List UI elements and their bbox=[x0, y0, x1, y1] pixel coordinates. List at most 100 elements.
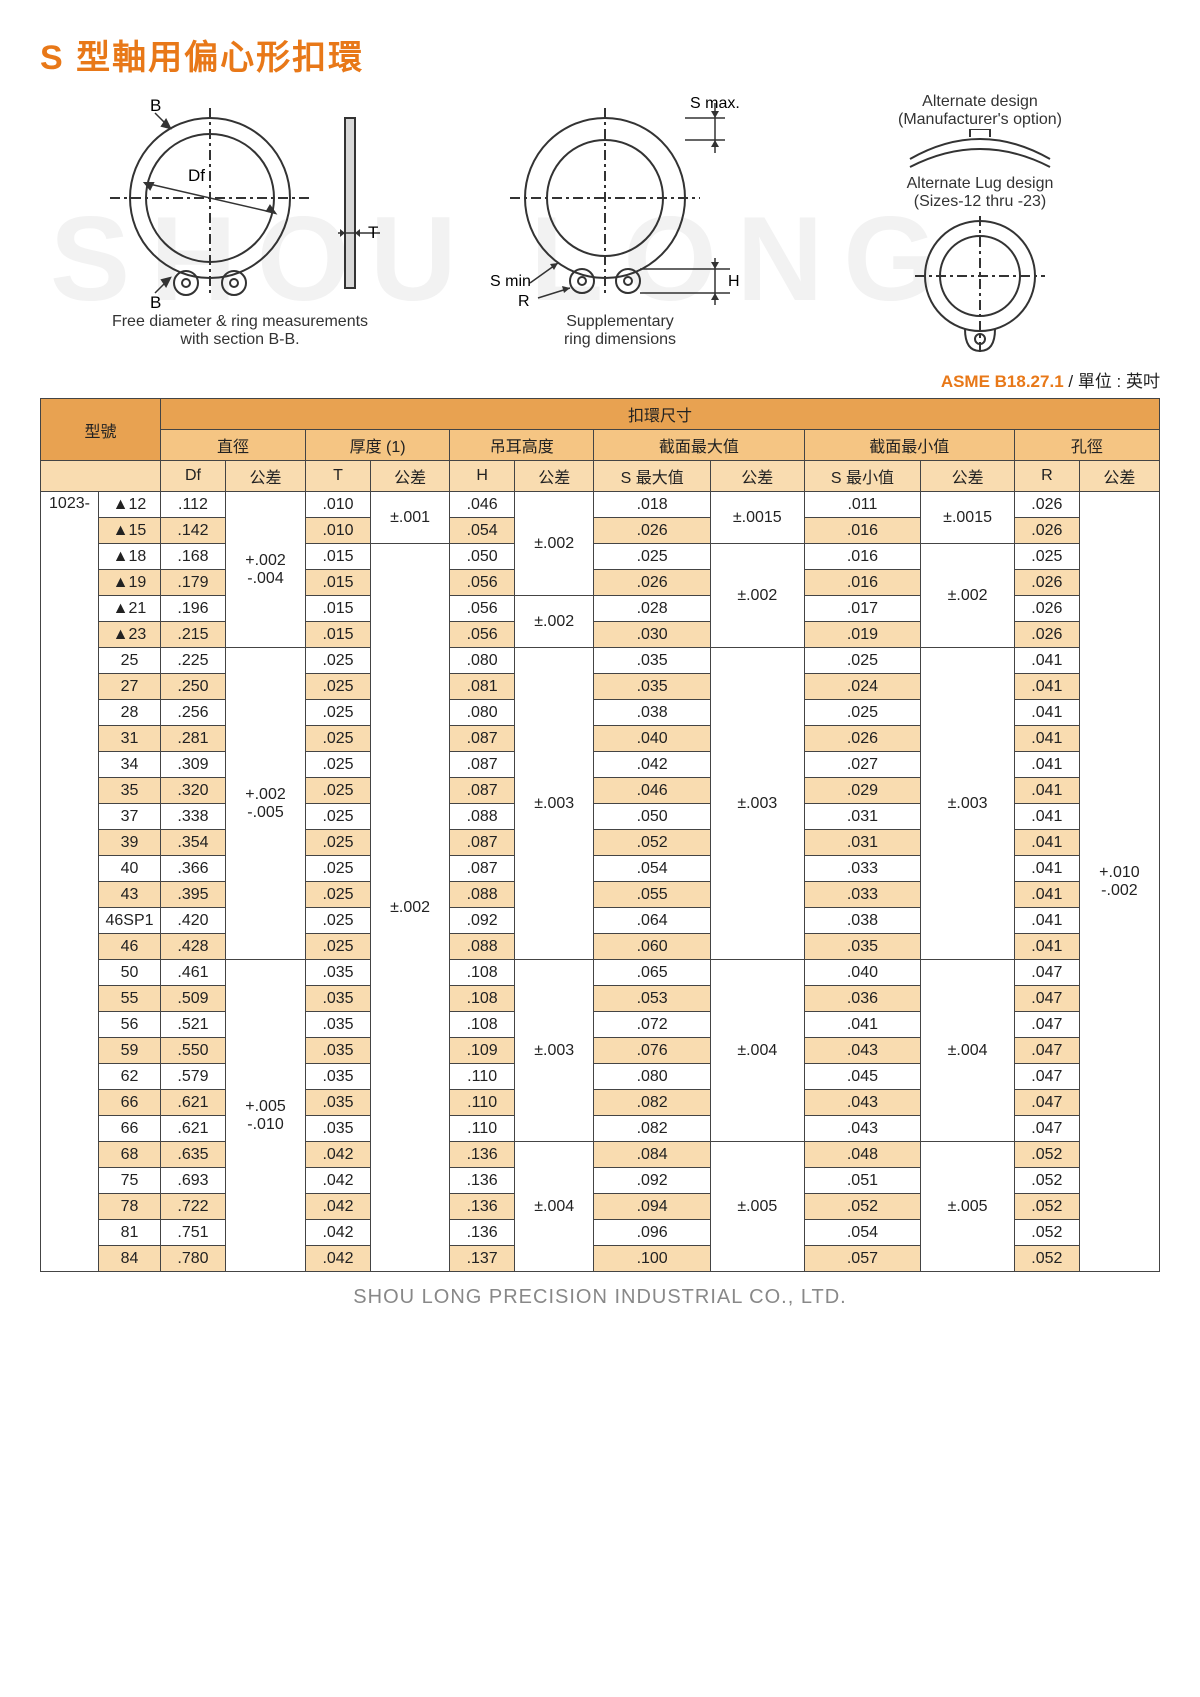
row-h: .136 bbox=[450, 1194, 515, 1220]
tol-cell: +.005 -.010 bbox=[225, 960, 305, 1272]
row-h: .136 bbox=[450, 1142, 515, 1168]
table-row: 1023-▲12.112+.002 -.004.010±.001.046±.00… bbox=[41, 492, 1160, 518]
row-smax: .053 bbox=[594, 986, 711, 1012]
row-r: .047 bbox=[1014, 1090, 1079, 1116]
row-id: 27 bbox=[99, 674, 161, 700]
row-t: .010 bbox=[306, 492, 371, 518]
row-r: .041 bbox=[1014, 908, 1079, 934]
row-id: 84 bbox=[99, 1246, 161, 1272]
row-t: .035 bbox=[306, 1012, 371, 1038]
row-r: .041 bbox=[1014, 674, 1079, 700]
row-df: .281 bbox=[161, 726, 226, 752]
tol-cell: ±.002 bbox=[921, 544, 1015, 648]
row-id: 34 bbox=[99, 752, 161, 778]
row-h: .110 bbox=[450, 1116, 515, 1142]
row-df: .693 bbox=[161, 1168, 226, 1194]
hdr-smax: S 最大值 bbox=[594, 461, 711, 492]
table-row: 50.461+.005 -.010.035.108±.003.065±.004.… bbox=[41, 960, 1160, 986]
row-df: .142 bbox=[161, 518, 226, 544]
row-t: .042 bbox=[306, 1220, 371, 1246]
row-smin: .017 bbox=[804, 596, 921, 622]
tol-cell: ±.0015 bbox=[921, 492, 1015, 544]
row-r: .052 bbox=[1014, 1194, 1079, 1220]
row-smax: .060 bbox=[594, 934, 711, 960]
row-r: .041 bbox=[1014, 726, 1079, 752]
row-r: .041 bbox=[1014, 882, 1079, 908]
row-h: .081 bbox=[450, 674, 515, 700]
tol-cell: ±.002 bbox=[711, 544, 805, 648]
row-r: .047 bbox=[1014, 1116, 1079, 1142]
table-body: 1023-▲12.112+.002 -.004.010±.001.046±.00… bbox=[41, 492, 1160, 1272]
row-t: .035 bbox=[306, 1116, 371, 1142]
row-t: .025 bbox=[306, 804, 371, 830]
row-id: 56 bbox=[99, 1012, 161, 1038]
tol-cell: +.010 -.002 bbox=[1079, 492, 1159, 1272]
row-h: .050 bbox=[450, 544, 515, 570]
row-r: .041 bbox=[1014, 700, 1079, 726]
row-smin: .025 bbox=[804, 648, 921, 674]
row-smin: .016 bbox=[804, 570, 921, 596]
row-smin: .043 bbox=[804, 1116, 921, 1142]
tol-cell: ±.005 bbox=[711, 1142, 805, 1272]
row-df: .225 bbox=[161, 648, 226, 674]
row-id: 66 bbox=[99, 1090, 161, 1116]
row-h: .087 bbox=[450, 726, 515, 752]
row-t: .042 bbox=[306, 1246, 371, 1272]
row-id: ▲23 bbox=[99, 622, 161, 648]
row-smin: .036 bbox=[804, 986, 921, 1012]
row-r: .052 bbox=[1014, 1220, 1079, 1246]
hdr-df-tol: 公差 bbox=[225, 461, 305, 492]
row-id: 75 bbox=[99, 1168, 161, 1194]
row-df: .420 bbox=[161, 908, 226, 934]
row-id: ▲21 bbox=[99, 596, 161, 622]
row-t: .035 bbox=[306, 960, 371, 986]
row-h: .110 bbox=[450, 1064, 515, 1090]
label-t: T bbox=[368, 223, 378, 242]
row-h: .136 bbox=[450, 1168, 515, 1194]
row-id: 46 bbox=[99, 934, 161, 960]
row-smin: .043 bbox=[804, 1090, 921, 1116]
row-df: .395 bbox=[161, 882, 226, 908]
row-smax: .054 bbox=[594, 856, 711, 882]
row-h: .087 bbox=[450, 752, 515, 778]
row-h: .109 bbox=[450, 1038, 515, 1064]
row-df: .320 bbox=[161, 778, 226, 804]
row-smin: .041 bbox=[804, 1012, 921, 1038]
row-t: .025 bbox=[306, 726, 371, 752]
row-r: .041 bbox=[1014, 648, 1079, 674]
tol-cell: ±.004 bbox=[921, 960, 1015, 1142]
row-df: .621 bbox=[161, 1116, 226, 1142]
row-r: .047 bbox=[1014, 1012, 1079, 1038]
row-smin: .051 bbox=[804, 1168, 921, 1194]
row-h: .056 bbox=[450, 570, 515, 596]
row-h: .136 bbox=[450, 1220, 515, 1246]
row-smax: .064 bbox=[594, 908, 711, 934]
row-smin: .040 bbox=[804, 960, 921, 986]
row-r: .047 bbox=[1014, 1038, 1079, 1064]
row-df: .338 bbox=[161, 804, 226, 830]
row-smax: .030 bbox=[594, 622, 711, 648]
row-smin: .024 bbox=[804, 674, 921, 700]
row-id: ▲12 bbox=[99, 492, 161, 518]
row-h: .137 bbox=[450, 1246, 515, 1272]
tol-cell: ±.005 bbox=[921, 1142, 1015, 1272]
row-df: .309 bbox=[161, 752, 226, 778]
hdr-t: T bbox=[306, 461, 371, 492]
label-df: Df bbox=[188, 166, 205, 185]
row-id: 55 bbox=[99, 986, 161, 1012]
row-smin: .038 bbox=[804, 908, 921, 934]
row-smin: .043 bbox=[804, 1038, 921, 1064]
hdr-h: H bbox=[450, 461, 515, 492]
row-smin: .054 bbox=[804, 1220, 921, 1246]
row-t: .025 bbox=[306, 882, 371, 908]
hdr-df: Df bbox=[161, 461, 226, 492]
hdr-smin-tol: 公差 bbox=[921, 461, 1015, 492]
row-df: .509 bbox=[161, 986, 226, 1012]
row-r: .041 bbox=[1014, 752, 1079, 778]
tol-cell: ±.002 bbox=[515, 492, 594, 596]
row-r: .047 bbox=[1014, 1064, 1079, 1090]
hdr-secmax: 截面最大值 bbox=[594, 430, 804, 461]
row-h: .087 bbox=[450, 830, 515, 856]
row-id: 40 bbox=[99, 856, 161, 882]
row-df: .428 bbox=[161, 934, 226, 960]
